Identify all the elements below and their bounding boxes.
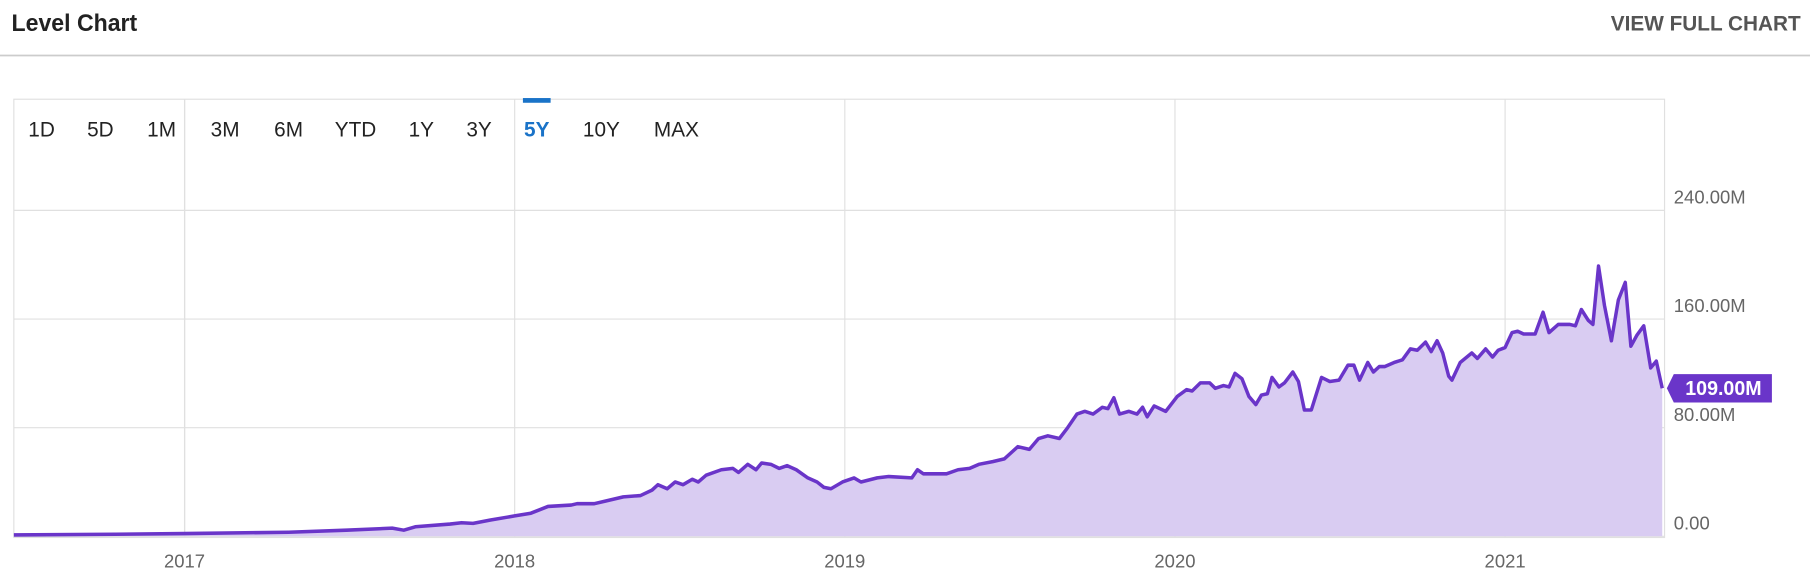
range-button[interactable]: 6M bbox=[274, 119, 303, 142]
line bbox=[13, 264, 1664, 537]
range-button[interactable]: 5Y bbox=[524, 119, 549, 142]
range-button[interactable]: YTD bbox=[335, 119, 377, 142]
range-button[interactable]: 3Y bbox=[466, 119, 491, 142]
widget-title: Level Chart bbox=[12, 10, 138, 36]
x-tick-label: 2017 bbox=[164, 550, 205, 571]
range-button[interactable]: 10Y bbox=[583, 119, 620, 142]
y-tick-label: 0.00 bbox=[1674, 512, 1710, 533]
x-tick-label: 2018 bbox=[494, 550, 535, 571]
y-tick-label: 160.00M bbox=[1674, 295, 1746, 316]
range-button[interactable]: 3M bbox=[211, 119, 240, 142]
range-button[interactable]: 5D bbox=[87, 119, 114, 142]
plot-frame bbox=[13, 98, 1666, 539]
range-button[interactable]: MAX bbox=[654, 119, 699, 142]
range-button[interactable]: 1D bbox=[28, 119, 55, 142]
x-tick-label: 2019 bbox=[824, 550, 865, 571]
x-tick-label: 2020 bbox=[1154, 550, 1195, 571]
view-full-chart-link[interactable]: VIEW FULL CHART bbox=[1611, 12, 1801, 35]
x-tick-label: 2021 bbox=[1485, 550, 1526, 571]
range-button[interactable]: 1M bbox=[147, 119, 176, 142]
area-fill bbox=[13, 266, 1663, 537]
active-range-indicator bbox=[522, 98, 551, 103]
y-tick-label: 80.00M bbox=[1674, 404, 1736, 425]
range-button[interactable]: 1Y bbox=[409, 119, 434, 142]
current-value-label: 109.00M bbox=[1685, 378, 1761, 400]
current-value-badge bbox=[1666, 374, 1772, 403]
y-tick-label: 240.00M bbox=[1674, 186, 1746, 207]
